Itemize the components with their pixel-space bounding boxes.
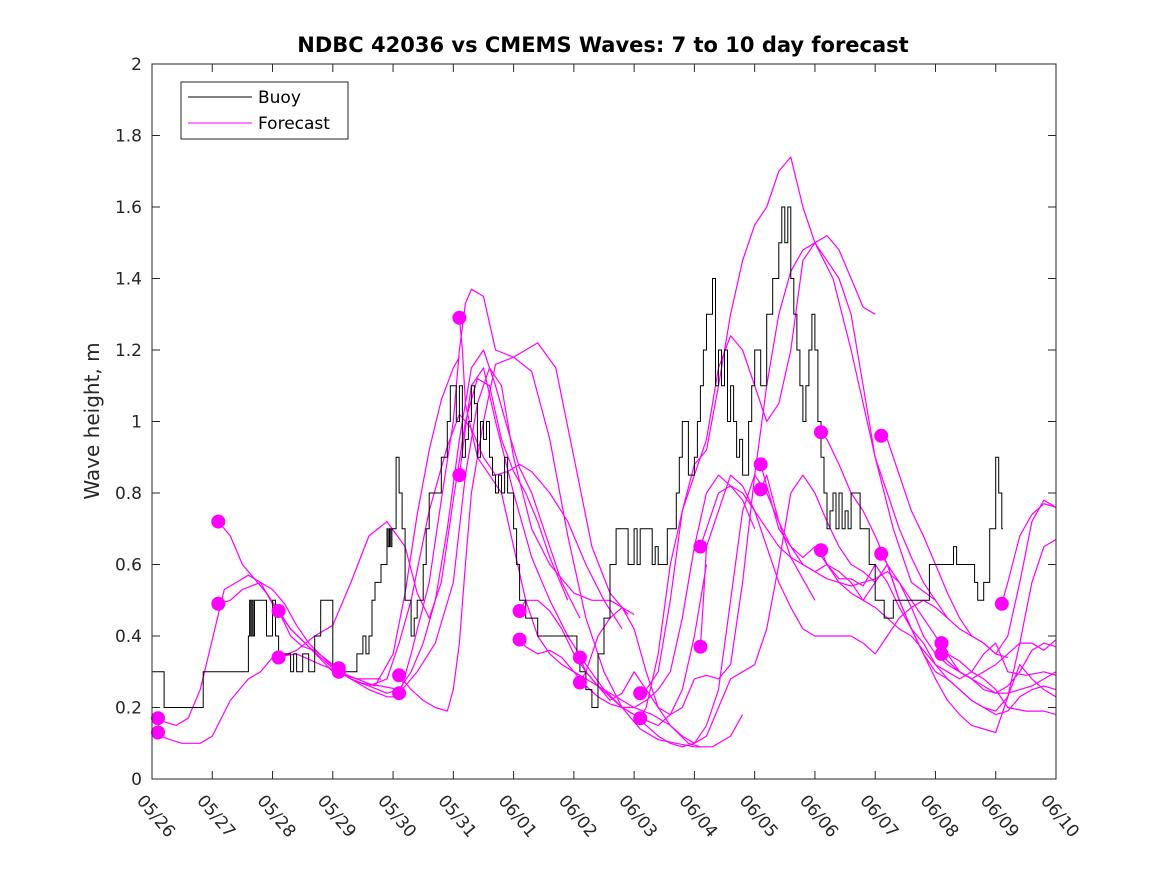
forecast-line-25 bbox=[880, 538, 1056, 712]
forecast-start-marker bbox=[392, 668, 407, 683]
forecast-line-0 bbox=[152, 653, 340, 744]
y-tick-label: 1.6 bbox=[115, 198, 142, 218]
forecast-line-24 bbox=[880, 435, 1056, 655]
legend-label-buoy: Buoy bbox=[258, 88, 301, 108]
forecast-start-marker bbox=[392, 686, 407, 701]
y-tick-label: 1.8 bbox=[115, 127, 142, 147]
forecast-start-marker bbox=[934, 646, 949, 661]
forecast-line-10 bbox=[458, 317, 701, 748]
y-tick-label: 0.4 bbox=[115, 627, 142, 647]
forecast-line-5 bbox=[278, 378, 569, 659]
forecast-start-marker bbox=[572, 650, 587, 665]
forecast-start-marker bbox=[753, 457, 768, 472]
y-tick-label: 1 bbox=[131, 413, 142, 433]
plot-area bbox=[151, 63, 1057, 780]
forecast-line-8 bbox=[398, 356, 744, 748]
forecast-start-marker bbox=[693, 639, 708, 654]
forecast-start-marker bbox=[271, 604, 286, 618]
legend-label-forecast: Forecast bbox=[258, 114, 330, 134]
forecast-start-marker bbox=[814, 425, 828, 440]
forecast-start-marker bbox=[151, 725, 165, 740]
y-tick-label: 0 bbox=[131, 770, 142, 790]
forecast-line-19 bbox=[699, 485, 1056, 716]
forecast-start-marker bbox=[211, 596, 226, 611]
forecast-line-16 bbox=[639, 156, 948, 694]
forecast-line-6 bbox=[338, 288, 629, 698]
forecast-start-marker bbox=[211, 514, 226, 529]
y-tick-label: 1.4 bbox=[115, 270, 142, 290]
forecast-line-15 bbox=[579, 242, 936, 716]
marker-layer bbox=[151, 310, 1009, 740]
y-tick-label: 0.8 bbox=[115, 484, 142, 504]
forecast-start-marker bbox=[452, 468, 467, 483]
forecast-line-18 bbox=[699, 474, 1008, 659]
forecast-line-23 bbox=[820, 431, 1056, 734]
forecast-line-21 bbox=[760, 474, 1056, 680]
forecast-line-20 bbox=[760, 464, 1056, 680]
forecast-start-marker bbox=[934, 636, 949, 651]
forecast-start-marker bbox=[814, 543, 828, 558]
forecast-start-marker bbox=[633, 711, 648, 726]
forecast-start-marker bbox=[331, 664, 346, 679]
forecast-start-marker bbox=[633, 686, 648, 701]
legend: Buoy Forecast bbox=[180, 81, 349, 140]
forecast-start-marker bbox=[874, 546, 889, 561]
y-tick-label: 2 bbox=[131, 55, 142, 75]
series-layer bbox=[152, 156, 1056, 748]
y-axis-label: Wave height, m bbox=[80, 342, 104, 499]
buoy-line bbox=[152, 206, 1003, 708]
forecast-start-marker bbox=[512, 604, 527, 618]
forecast-line-14 bbox=[579, 474, 876, 744]
legend-box bbox=[180, 81, 349, 140]
forecast-start-marker bbox=[753, 482, 768, 497]
forecast-line-28 bbox=[1001, 503, 1056, 604]
forecast-start-marker bbox=[874, 428, 889, 443]
y-tick-label: 0.6 bbox=[115, 556, 142, 576]
forecast-start-marker bbox=[151, 711, 165, 726]
forecast-start-marker bbox=[452, 310, 467, 325]
y-tick-label: 0.2 bbox=[115, 699, 142, 719]
forecast-line-1 bbox=[152, 574, 381, 727]
forecast-start-marker bbox=[994, 596, 1009, 611]
forecast-line-9 bbox=[398, 367, 635, 694]
forecast-start-marker bbox=[271, 650, 286, 665]
forecast-line-27 bbox=[941, 653, 1056, 694]
forecast-start-marker bbox=[572, 675, 587, 690]
chart-title: NDBC 42036 vs CMEMS Waves: 7 to 10 day f… bbox=[297, 33, 908, 57]
y-axis: 0 0.2 0.4 0.6 0.8 1 1.2 1.4 1.6 1.8 2 bbox=[115, 55, 1056, 790]
forecast-start-marker bbox=[693, 539, 708, 554]
forecast-line-12 bbox=[519, 474, 756, 709]
y-tick-label: 1.2 bbox=[115, 341, 142, 361]
forecast-start-marker bbox=[512, 632, 527, 647]
forecast-line-22 bbox=[820, 549, 1056, 716]
